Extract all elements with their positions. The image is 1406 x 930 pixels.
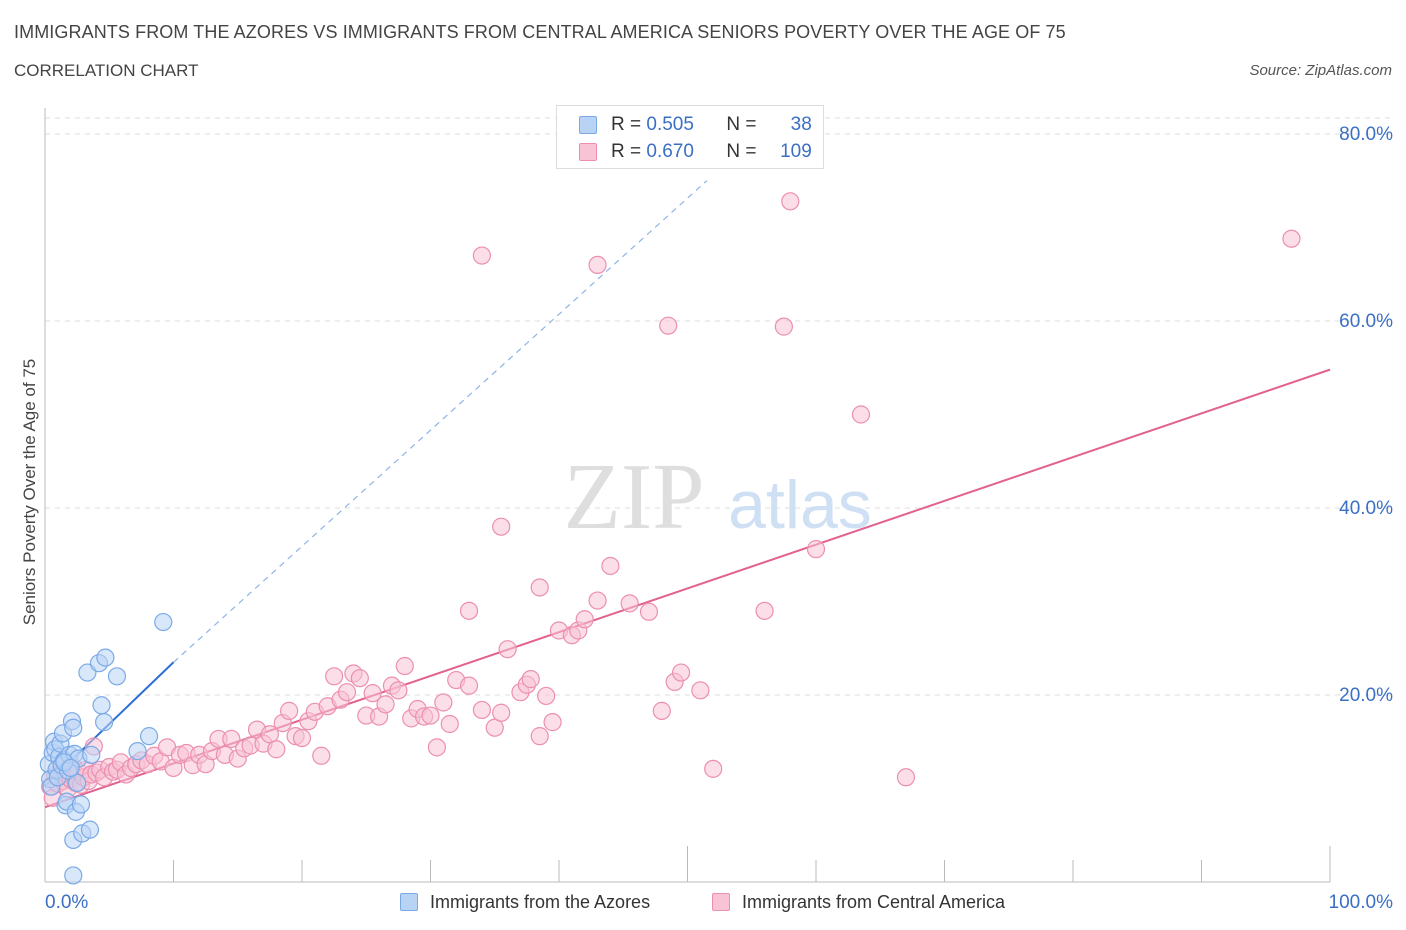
azores-n-value: 38 <box>790 114 812 135</box>
gridlines <box>45 117 1392 696</box>
central-america-point <box>639 602 659 621</box>
central-america-point <box>472 246 491 265</box>
central-america-point <box>222 729 241 749</box>
legend-row-central-america: R = 0.670 N = 109 <box>579 139 812 165</box>
source-credit: Source: ZipAtlas.com <box>1249 62 1392 79</box>
n-label: N = <box>726 114 757 135</box>
central-america-point <box>620 594 639 613</box>
central-america-point <box>260 725 279 744</box>
central-america-point <box>459 601 479 620</box>
y-tick-label: 40.0% <box>1339 498 1393 519</box>
central-america-point <box>530 578 549 597</box>
central-america-point <box>395 656 414 676</box>
central-america-point <box>363 684 382 703</box>
central-america-point <box>755 601 774 620</box>
chart-subtitle: CORRELATION CHART <box>14 61 199 80</box>
central-america-point <box>485 718 504 737</box>
central-america-r-value: 0.670 <box>646 141 694 162</box>
central-america-point <box>292 728 312 748</box>
central-america-point <box>896 768 916 787</box>
central-america-point <box>280 701 299 720</box>
azores-point <box>82 745 101 764</box>
r-label: R = <box>611 141 642 162</box>
bottom-legend-azores: Immigrants from the Azores <box>400 890 650 914</box>
x-tick-label-min: 0.0% <box>45 892 88 913</box>
azores-point <box>92 696 111 715</box>
r-label: R = <box>611 114 642 135</box>
central-america-point <box>376 695 395 714</box>
central-america-point <box>851 405 871 424</box>
central-america-point <box>492 517 511 536</box>
central-america-point <box>671 663 691 682</box>
central-america-point <box>588 255 607 274</box>
y-tick-label: 80.0% <box>1339 124 1393 145</box>
central-america-point <box>806 540 826 559</box>
central-america-point <box>704 759 723 778</box>
central-america-point <box>530 727 549 746</box>
central-america-point <box>1282 229 1301 248</box>
central-america-point <box>350 669 369 688</box>
azores-point <box>154 612 173 632</box>
central-america-point <box>537 686 556 706</box>
azores-point <box>68 773 87 792</box>
central-america-legend-swatch <box>712 893 730 911</box>
azores-legend-swatch <box>400 893 418 911</box>
central-america-point <box>588 591 607 610</box>
azores-point <box>64 866 83 885</box>
central-america-point <box>601 556 620 576</box>
central-america-point <box>337 683 357 702</box>
central-america-point <box>312 746 331 765</box>
azores-point <box>64 718 83 737</box>
azores-point <box>80 820 100 839</box>
x-tick-labels: 0.0% 100.0% <box>45 892 1393 913</box>
central-america-point <box>659 316 678 335</box>
legend-row-azores: R = 0.505 N = 38 <box>579 112 812 138</box>
y-tick-label: 60.0% <box>1339 311 1393 332</box>
azores-legend-label: Immigrants from the Azores <box>430 891 651 912</box>
azores-r-value: 0.505 <box>646 114 694 135</box>
azores-trend-extension <box>173 180 708 663</box>
central-america-point <box>492 703 511 722</box>
watermark: ZIP atlas <box>564 445 872 549</box>
central-america-point <box>325 667 344 686</box>
azores-point <box>107 667 127 686</box>
correlation-legend: R = 0.505 N = 38 R = 0.670 N = 109 <box>556 105 824 169</box>
azores-point <box>95 713 114 732</box>
central-america-point <box>472 700 491 720</box>
y-tick-label: 20.0% <box>1339 685 1393 706</box>
azores-point <box>96 648 115 667</box>
chart-title: IMMIGRANTS FROM THE AZORES VS IMMIGRANTS… <box>14 22 1066 42</box>
y-tick-labels: 20.0% 40.0% 60.0% 80.0% <box>1339 124 1393 706</box>
watermark-atlas: atlas <box>728 467 872 543</box>
data-points <box>39 192 1301 885</box>
central-america-point <box>521 670 540 689</box>
watermark-zip: ZIP <box>564 445 705 549</box>
central-america-swatch <box>579 143 597 161</box>
azores-point <box>61 758 80 778</box>
central-america-point <box>427 738 447 757</box>
central-america-point <box>421 706 440 725</box>
central-america-point <box>575 610 594 629</box>
bottom-legend-central-america: Immigrants from Central America <box>712 890 1005 914</box>
n-label: N = <box>726 141 757 162</box>
central-america-point <box>774 317 793 336</box>
x-tick-label-max: 100.0% <box>1329 892 1394 913</box>
central-america-point <box>434 693 453 712</box>
central-america-point <box>691 681 710 700</box>
central-america-point <box>389 681 408 700</box>
central-america-n-value: 109 <box>780 141 812 162</box>
central-america-legend-label: Immigrants from Central America <box>742 891 1006 912</box>
central-america-point <box>543 713 562 732</box>
central-america-point <box>498 640 517 659</box>
azores-point <box>139 727 159 746</box>
azores-point <box>71 795 91 814</box>
central-america-point <box>267 740 286 759</box>
central-america-point <box>440 714 459 734</box>
central-america-point <box>459 676 479 695</box>
azores-point <box>128 741 147 761</box>
azores-swatch <box>579 116 597 134</box>
central-america-point <box>781 192 800 211</box>
central-america-point <box>652 701 671 720</box>
